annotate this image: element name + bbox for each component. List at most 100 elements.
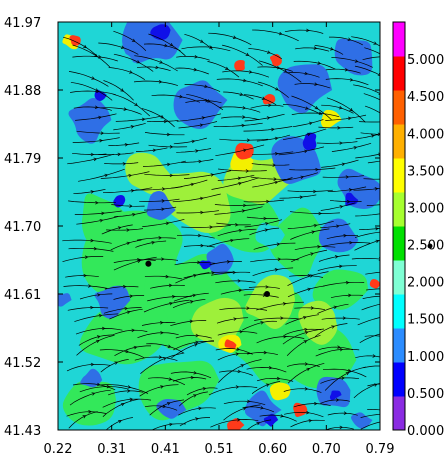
streamline	[109, 308, 143, 320]
streamline	[246, 216, 278, 219]
streamline	[218, 370, 253, 376]
field-patch	[146, 191, 176, 220]
streamline	[181, 225, 231, 228]
field-patch	[58, 292, 72, 307]
field-patch	[81, 193, 132, 247]
streamline-arrow	[123, 107, 128, 111]
streamline-arrow	[338, 105, 343, 110]
colorbar-frame	[392, 21, 406, 431]
y-tick-label: 41.97	[4, 16, 41, 31]
streamline	[256, 377, 294, 382]
streamline-arrow	[314, 106, 319, 110]
streamline-arrow	[242, 106, 247, 110]
streamline-arrow	[308, 419, 313, 423]
streamline	[181, 46, 231, 52]
streamline	[359, 121, 380, 123]
streamline	[282, 328, 325, 345]
streamline	[366, 204, 380, 206]
streamline	[287, 189, 333, 192]
streamline-arrow	[243, 203, 247, 208]
streamline-arrow	[246, 138, 251, 143]
colorbar-swatch	[393, 90, 405, 125]
streamline	[172, 377, 207, 382]
streamline	[208, 32, 252, 46]
colorbar-swatch	[393, 294, 405, 329]
streamline-arrow	[133, 345, 138, 350]
colorbar-label: 0.500	[407, 387, 444, 402]
streamline-arrow	[349, 240, 353, 245]
streamline	[112, 329, 148, 336]
streamline-arrow	[160, 115, 165, 119]
streamline-arrow	[384, 420, 387, 423]
streamline-arrow	[137, 257, 141, 262]
colorbar-label: 5.000	[407, 53, 444, 68]
streamline-arrow	[129, 397, 134, 402]
y-tick-label: 41.88	[4, 84, 41, 99]
streamline-arrow	[390, 336, 393, 339]
streamline-arrow	[274, 151, 279, 156]
streamline-arrow	[129, 294, 134, 298]
streamline	[101, 224, 133, 235]
streamline	[360, 414, 380, 418]
streamline-arrow	[199, 39, 204, 43]
streamline-arrow	[245, 169, 250, 173]
streamline	[207, 61, 240, 78]
streamline	[359, 333, 380, 344]
streamline	[290, 228, 330, 240]
streamline-arrow	[191, 139, 196, 144]
streamline-arrow	[339, 425, 344, 430]
streamline-arrow	[235, 223, 239, 227]
colorbar-dot	[427, 243, 433, 249]
streamline-arrow	[282, 302, 287, 306]
streamline-arrow	[132, 212, 136, 217]
streamline	[249, 227, 280, 236]
streamline	[221, 116, 260, 121]
streamline	[67, 153, 114, 165]
streamline-arrow	[179, 94, 183, 99]
streamline	[326, 97, 366, 123]
streamline	[242, 320, 278, 331]
streamline-arrow	[310, 252, 314, 256]
streamline	[110, 239, 142, 251]
streamline	[79, 293, 113, 300]
streamline	[146, 343, 185, 354]
streamline	[321, 159, 359, 168]
streamline	[176, 210, 219, 214]
streamline	[211, 177, 259, 190]
streamline-arrow	[339, 347, 344, 352]
streamline-arrow	[309, 121, 313, 126]
streamline-arrow	[120, 45, 125, 49]
streamline-arrow	[238, 228, 243, 233]
streamline-arrow	[374, 187, 379, 191]
streamline-arrow	[193, 343, 198, 347]
streamline	[355, 153, 380, 159]
streamline-arrow	[169, 422, 173, 427]
streamline-arrow	[385, 413, 388, 416]
streamline	[147, 295, 192, 302]
streamline	[295, 47, 330, 52]
streamline	[175, 272, 210, 284]
streamline-arrow	[306, 28, 310, 33]
streamline-arrow	[106, 384, 111, 389]
streamline	[243, 94, 277, 106]
streamline	[170, 179, 208, 189]
colorbar-swatch	[393, 396, 405, 431]
streamline	[66, 364, 111, 372]
streamline-arrow	[195, 340, 199, 345]
streamline-arrow	[266, 199, 270, 204]
streamline	[78, 334, 114, 346]
streamline	[100, 359, 129, 373]
streamline	[102, 398, 152, 408]
streamline	[184, 84, 221, 92]
streamline-arrow	[266, 116, 271, 120]
colorbar-swatch	[393, 192, 405, 227]
streamline	[351, 257, 380, 260]
streamline	[150, 284, 185, 289]
streamline-arrow	[88, 284, 92, 288]
streamline	[114, 345, 151, 357]
colorbar-label: 4.000	[407, 127, 444, 142]
streamline-arrow	[274, 180, 279, 185]
streamline-arrow	[241, 123, 246, 128]
streamline	[173, 137, 207, 145]
streamline	[72, 44, 111, 68]
